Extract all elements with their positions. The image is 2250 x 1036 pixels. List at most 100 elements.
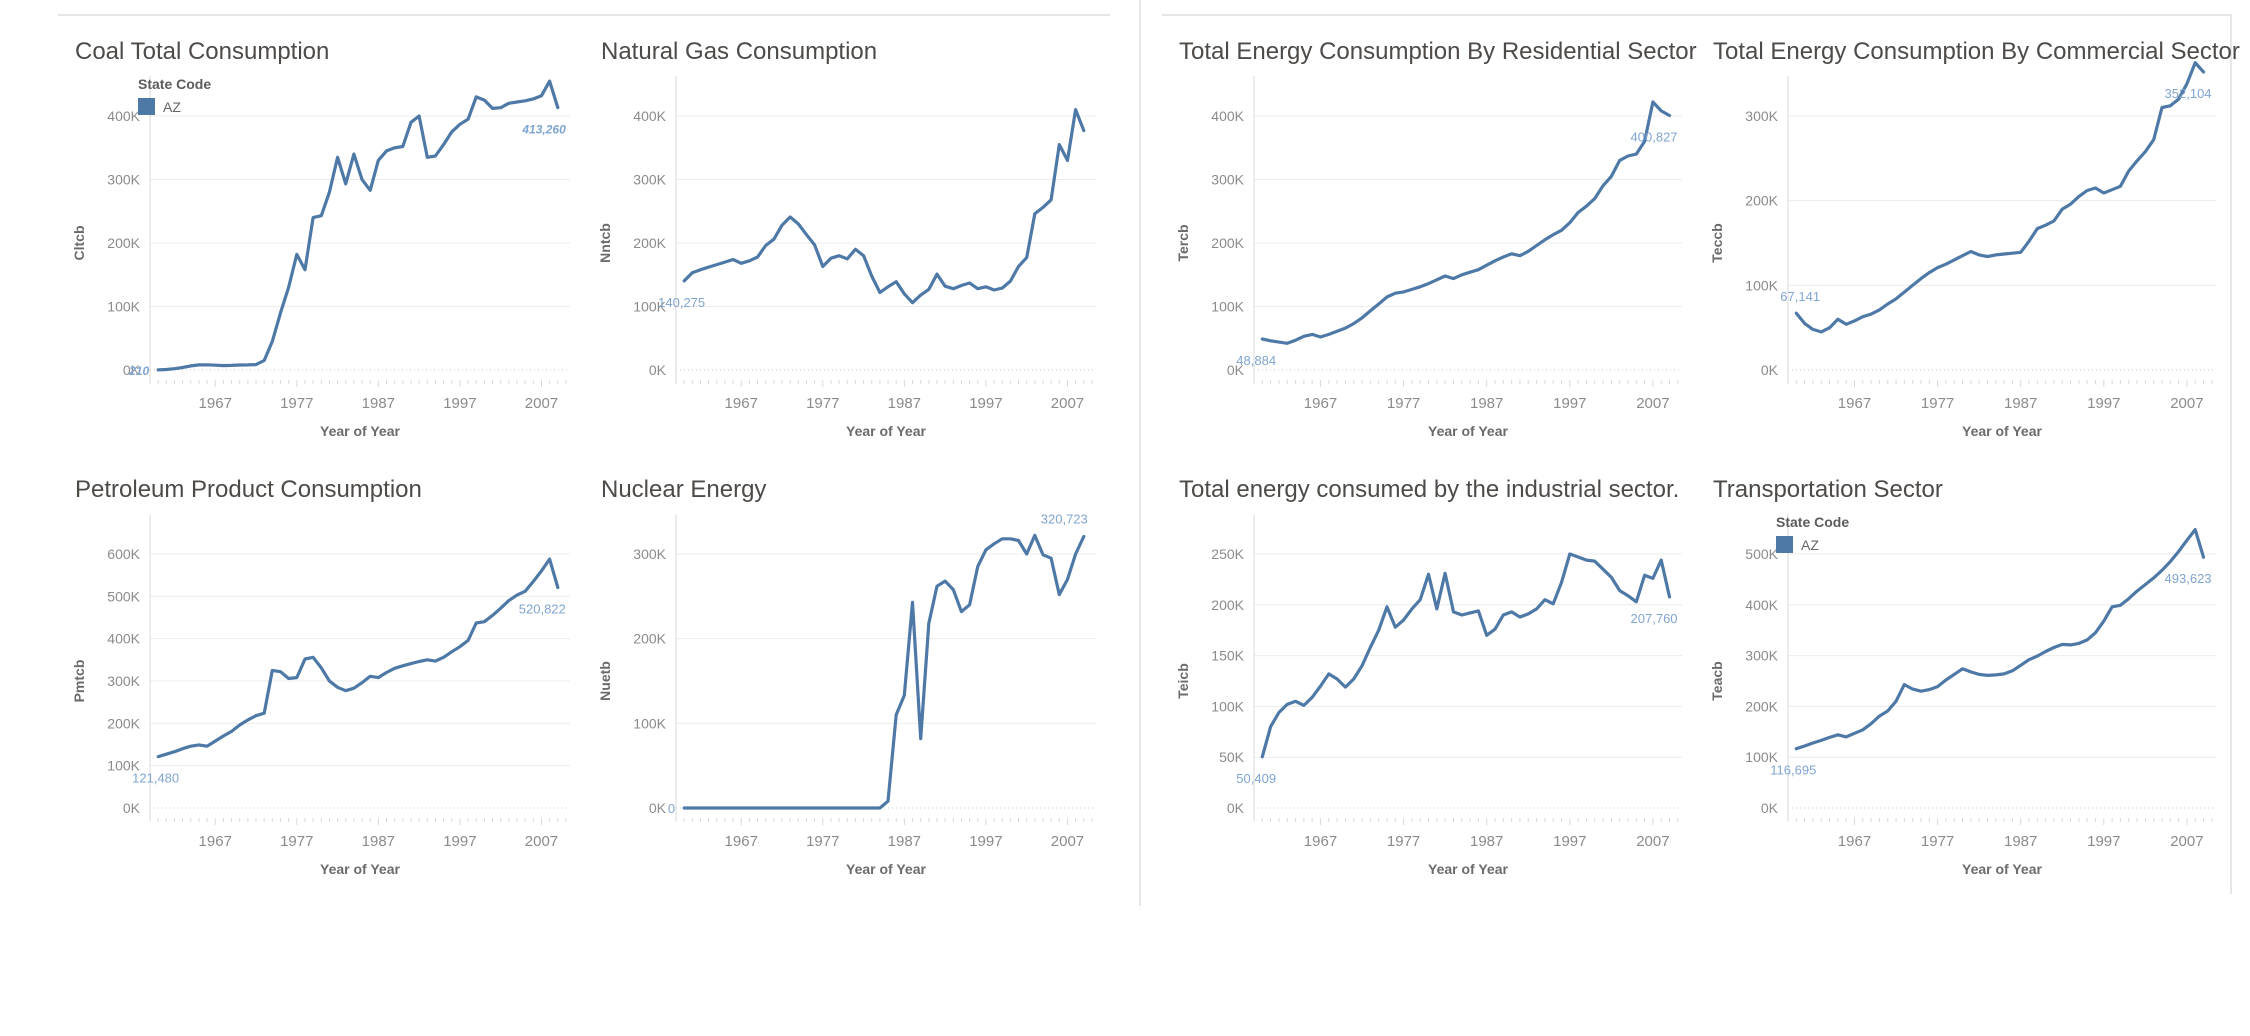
- y-tick-label: 100K: [1745, 277, 1778, 293]
- y-tick-label: 200K: [1211, 235, 1244, 251]
- x-tick-label: 1967: [725, 395, 758, 412]
- chart-title: Petroleum Product Consumption: [75, 476, 422, 503]
- y-tick-label: 200K: [107, 235, 140, 251]
- chart-title: Total energy consumed by the industrial …: [1179, 476, 1680, 503]
- y-tick-label: 500K: [107, 588, 140, 604]
- start-value-label: 67,141: [1780, 289, 1820, 304]
- y-tick-label: 100K: [107, 758, 140, 774]
- chart-title: Total Energy Consumption By Residential …: [1179, 38, 1697, 65]
- x-tick-label: 1987: [362, 833, 395, 850]
- x-tick-label: 1967: [1838, 833, 1871, 850]
- x-tick-label: 1997: [1553, 395, 1586, 412]
- coal-line-chart-plot[interactable]: 0K 100K 200K 300K 400K 1967 1977 1987 1997 2007 Ye…: [58, 16, 584, 454]
- series-line-az[interactable]: [156, 79, 560, 372]
- x-tick-label: 2007: [2170, 395, 2203, 412]
- end-value-label: 520,822: [519, 602, 566, 617]
- x-tick-label: 1967: [1304, 833, 1337, 850]
- transportation-line-chart-plot[interactable]: 0K 100K 200K 300K 400K 500K 1967 1977 1987 1997 20…: [1696, 454, 2230, 892]
- x-tick-label: 1997: [2087, 833, 2120, 850]
- chart-title: Nuclear Energy: [601, 476, 767, 503]
- x-axis-title: Year of Year: [320, 861, 400, 877]
- x-tick-label: 2007: [1051, 395, 1084, 412]
- x-axis-title: Year of Year: [846, 423, 926, 439]
- chart-nuclear-energy: Nuclear Energy 0K 100K 200K 300K 1967 1977 198…: [584, 454, 1110, 892]
- dashboard-zone-right: Total Energy Consumption By Residential …: [1162, 14, 2240, 894]
- y-tick-label: 400K: [107, 108, 140, 124]
- x-tick-label: 1967: [1304, 395, 1337, 412]
- y-tick-label: 200K: [107, 715, 140, 731]
- y-tick-label: 0K: [1761, 362, 1779, 378]
- y-axis-title: Teacb: [1709, 661, 1725, 700]
- x-tick-label: 1997: [2087, 395, 2120, 412]
- y-tick-label: 300K: [107, 172, 140, 188]
- y-tick-label: 300K: [107, 673, 140, 689]
- legend-item-az[interactable]: AZ: [1776, 536, 1849, 553]
- y-tick-label: 300K: [633, 172, 666, 188]
- x-tick-label: 2007: [525, 395, 558, 412]
- start-value-label: 140,275: [658, 295, 705, 310]
- end-value-label: 352,104: [2165, 86, 2212, 101]
- natural-gas-line-chart-plot[interactable]: 0K 100K 200K 300K 400K 1967 1977 1987 1997 2007 Ye…: [584, 16, 1110, 454]
- y-tick-label: 200K: [1745, 193, 1778, 209]
- chart-title: Coal Total Consumption: [75, 38, 330, 65]
- x-tick-label: 1967: [199, 395, 232, 412]
- state-code-legend: State Code AZ: [138, 76, 211, 115]
- legend-title: State Code: [138, 76, 212, 92]
- y-tick-label: 250K: [1211, 546, 1244, 562]
- y-tick-label: 50K: [1219, 749, 1245, 765]
- series-line-az[interactable]: [1794, 528, 2206, 751]
- y-tick-label: 100K: [1211, 299, 1244, 315]
- y-axis-title: Tercb: [1175, 224, 1191, 261]
- end-value-label: 413,260: [521, 123, 566, 137]
- y-tick-label: 300K: [1745, 648, 1778, 664]
- x-tick-label: 1977: [1387, 833, 1420, 850]
- commercial-line-chart-plot[interactable]: 0K 100K 200K 300K 1967 1977 1987 1997 2007 Year o…: [1696, 16, 2230, 454]
- y-tick-label: 100K: [1745, 749, 1778, 765]
- x-axis-title: Year of Year: [1428, 423, 1508, 439]
- x-tick-label: 1987: [888, 833, 921, 850]
- chart-petroleum-product-consumption: Petroleum Product Consumption 0K 100K 200K…: [58, 454, 584, 892]
- y-tick-label: 500K: [1745, 546, 1778, 562]
- y-tick-label: 0K: [1227, 362, 1245, 378]
- y-tick-label: 0K: [1761, 800, 1779, 816]
- start-value-label: 50,409: [1236, 771, 1276, 786]
- chart-commercial-sector: Total Energy Consumption By Commercial S…: [1696, 16, 2240, 454]
- y-tick-label: 600K: [107, 546, 140, 562]
- x-tick-label: 2007: [1636, 395, 1669, 412]
- series-line-az[interactable]: [682, 108, 1086, 305]
- y-tick-label: 400K: [1745, 597, 1778, 613]
- state-code-legend: State Code AZ: [1776, 514, 1849, 553]
- x-tick-label: 1997: [443, 395, 476, 412]
- start-value-label: 0: [668, 801, 675, 816]
- industrial-line-chart-plot[interactable]: 0K 50K 100K 150K 200K 250K 1967 1977 1987 1997 200…: [1162, 454, 1696, 892]
- legend-item-az[interactable]: AZ: [138, 98, 211, 115]
- y-axis-title: Nntcb: [597, 223, 613, 263]
- x-tick-label: 1977: [1387, 395, 1420, 412]
- y-tick-label: 0K: [123, 362, 141, 378]
- y-tick-label: 0K: [123, 800, 141, 816]
- y-tick-label: 200K: [633, 631, 666, 647]
- x-tick-label: 1977: [806, 395, 839, 412]
- series-line-az[interactable]: [156, 557, 560, 759]
- residential-line-chart-plot[interactable]: 0K 100K 200K 300K 400K 1967 1977 1987 1997 2007 Ye…: [1162, 16, 1696, 454]
- end-value-label: 400,827: [1631, 129, 1678, 144]
- chart-title: Natural Gas Consumption: [601, 38, 878, 65]
- legend-title: State Code: [1776, 514, 1850, 530]
- series-line-az[interactable]: [1794, 61, 2206, 334]
- x-axis-title: Year of Year: [1428, 861, 1508, 877]
- zone-divider: [1139, 0, 1141, 906]
- nuclear-line-chart-plot[interactable]: 0K 100K 200K 300K 1967 1977 1987 1997 2007 Year o…: [584, 454, 1110, 892]
- legend-label: AZ: [163, 98, 181, 115]
- series-line-az[interactable]: [1260, 100, 1672, 345]
- petroleum-line-chart-plot[interactable]: 0K 100K 200K 300K 400K 500K 600K 1967 1977 1987 19…: [58, 454, 584, 892]
- x-tick-label: 1987: [2004, 833, 2037, 850]
- legend-swatch: [1776, 536, 1793, 553]
- y-tick-label: 100K: [1211, 698, 1244, 714]
- x-tick-label: 1977: [1921, 833, 1954, 850]
- x-tick-label: 1987: [1470, 833, 1503, 850]
- series-line-az[interactable]: [1260, 552, 1672, 759]
- series-line-az[interactable]: [682, 533, 1086, 810]
- legend-swatch: [138, 98, 155, 115]
- y-tick-label: 300K: [1745, 108, 1778, 124]
- y-tick-label: 300K: [1211, 172, 1244, 188]
